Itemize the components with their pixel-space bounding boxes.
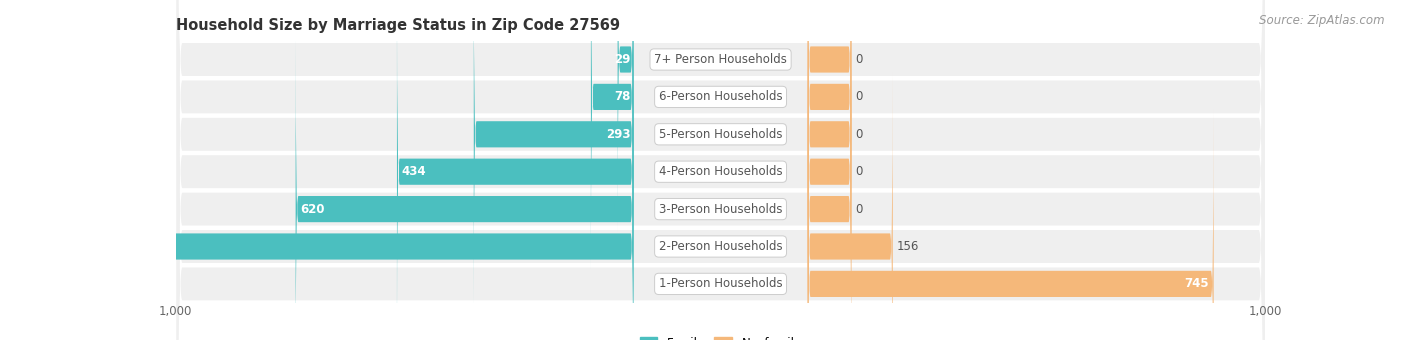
FancyBboxPatch shape [177,0,1264,340]
FancyBboxPatch shape [808,35,852,340]
FancyBboxPatch shape [177,0,1264,340]
FancyBboxPatch shape [808,0,852,233]
Text: 5-Person Households: 5-Person Households [659,128,782,141]
Text: 1-Person Households: 1-Person Households [659,277,782,290]
FancyBboxPatch shape [177,0,1264,340]
Text: 983: 983 [103,240,127,253]
Legend: Family, Nonfamily: Family, Nonfamily [636,332,806,340]
Text: 0: 0 [856,203,863,216]
Text: 78: 78 [614,90,631,103]
Text: 0: 0 [856,165,863,178]
FancyBboxPatch shape [396,0,633,340]
Text: Source: ZipAtlas.com: Source: ZipAtlas.com [1260,14,1385,27]
FancyBboxPatch shape [474,0,633,308]
FancyBboxPatch shape [177,0,1264,340]
FancyBboxPatch shape [808,0,852,308]
FancyBboxPatch shape [177,0,1264,340]
Text: 0: 0 [856,128,863,141]
Text: 29: 29 [614,53,631,66]
FancyBboxPatch shape [808,110,1213,340]
FancyBboxPatch shape [591,0,633,271]
FancyBboxPatch shape [617,0,633,233]
FancyBboxPatch shape [177,0,1264,340]
FancyBboxPatch shape [808,73,893,340]
FancyBboxPatch shape [808,0,852,271]
Text: 745: 745 [1185,277,1209,290]
Text: 4-Person Households: 4-Person Households [659,165,782,178]
Text: 7+ Person Households: 7+ Person Households [654,53,787,66]
Text: 620: 620 [299,203,325,216]
Text: 156: 156 [897,240,920,253]
Text: 0: 0 [856,90,863,103]
Text: 0: 0 [856,53,863,66]
FancyBboxPatch shape [98,73,633,340]
FancyBboxPatch shape [295,35,633,340]
Text: 3-Person Households: 3-Person Households [659,203,782,216]
Text: 293: 293 [606,128,631,141]
FancyBboxPatch shape [808,0,852,340]
Text: 2-Person Households: 2-Person Households [659,240,782,253]
Text: Household Size by Marriage Status in Zip Code 27569: Household Size by Marriage Status in Zip… [176,18,620,33]
Text: 6-Person Households: 6-Person Households [659,90,782,103]
FancyBboxPatch shape [177,0,1264,340]
Text: 434: 434 [401,165,426,178]
